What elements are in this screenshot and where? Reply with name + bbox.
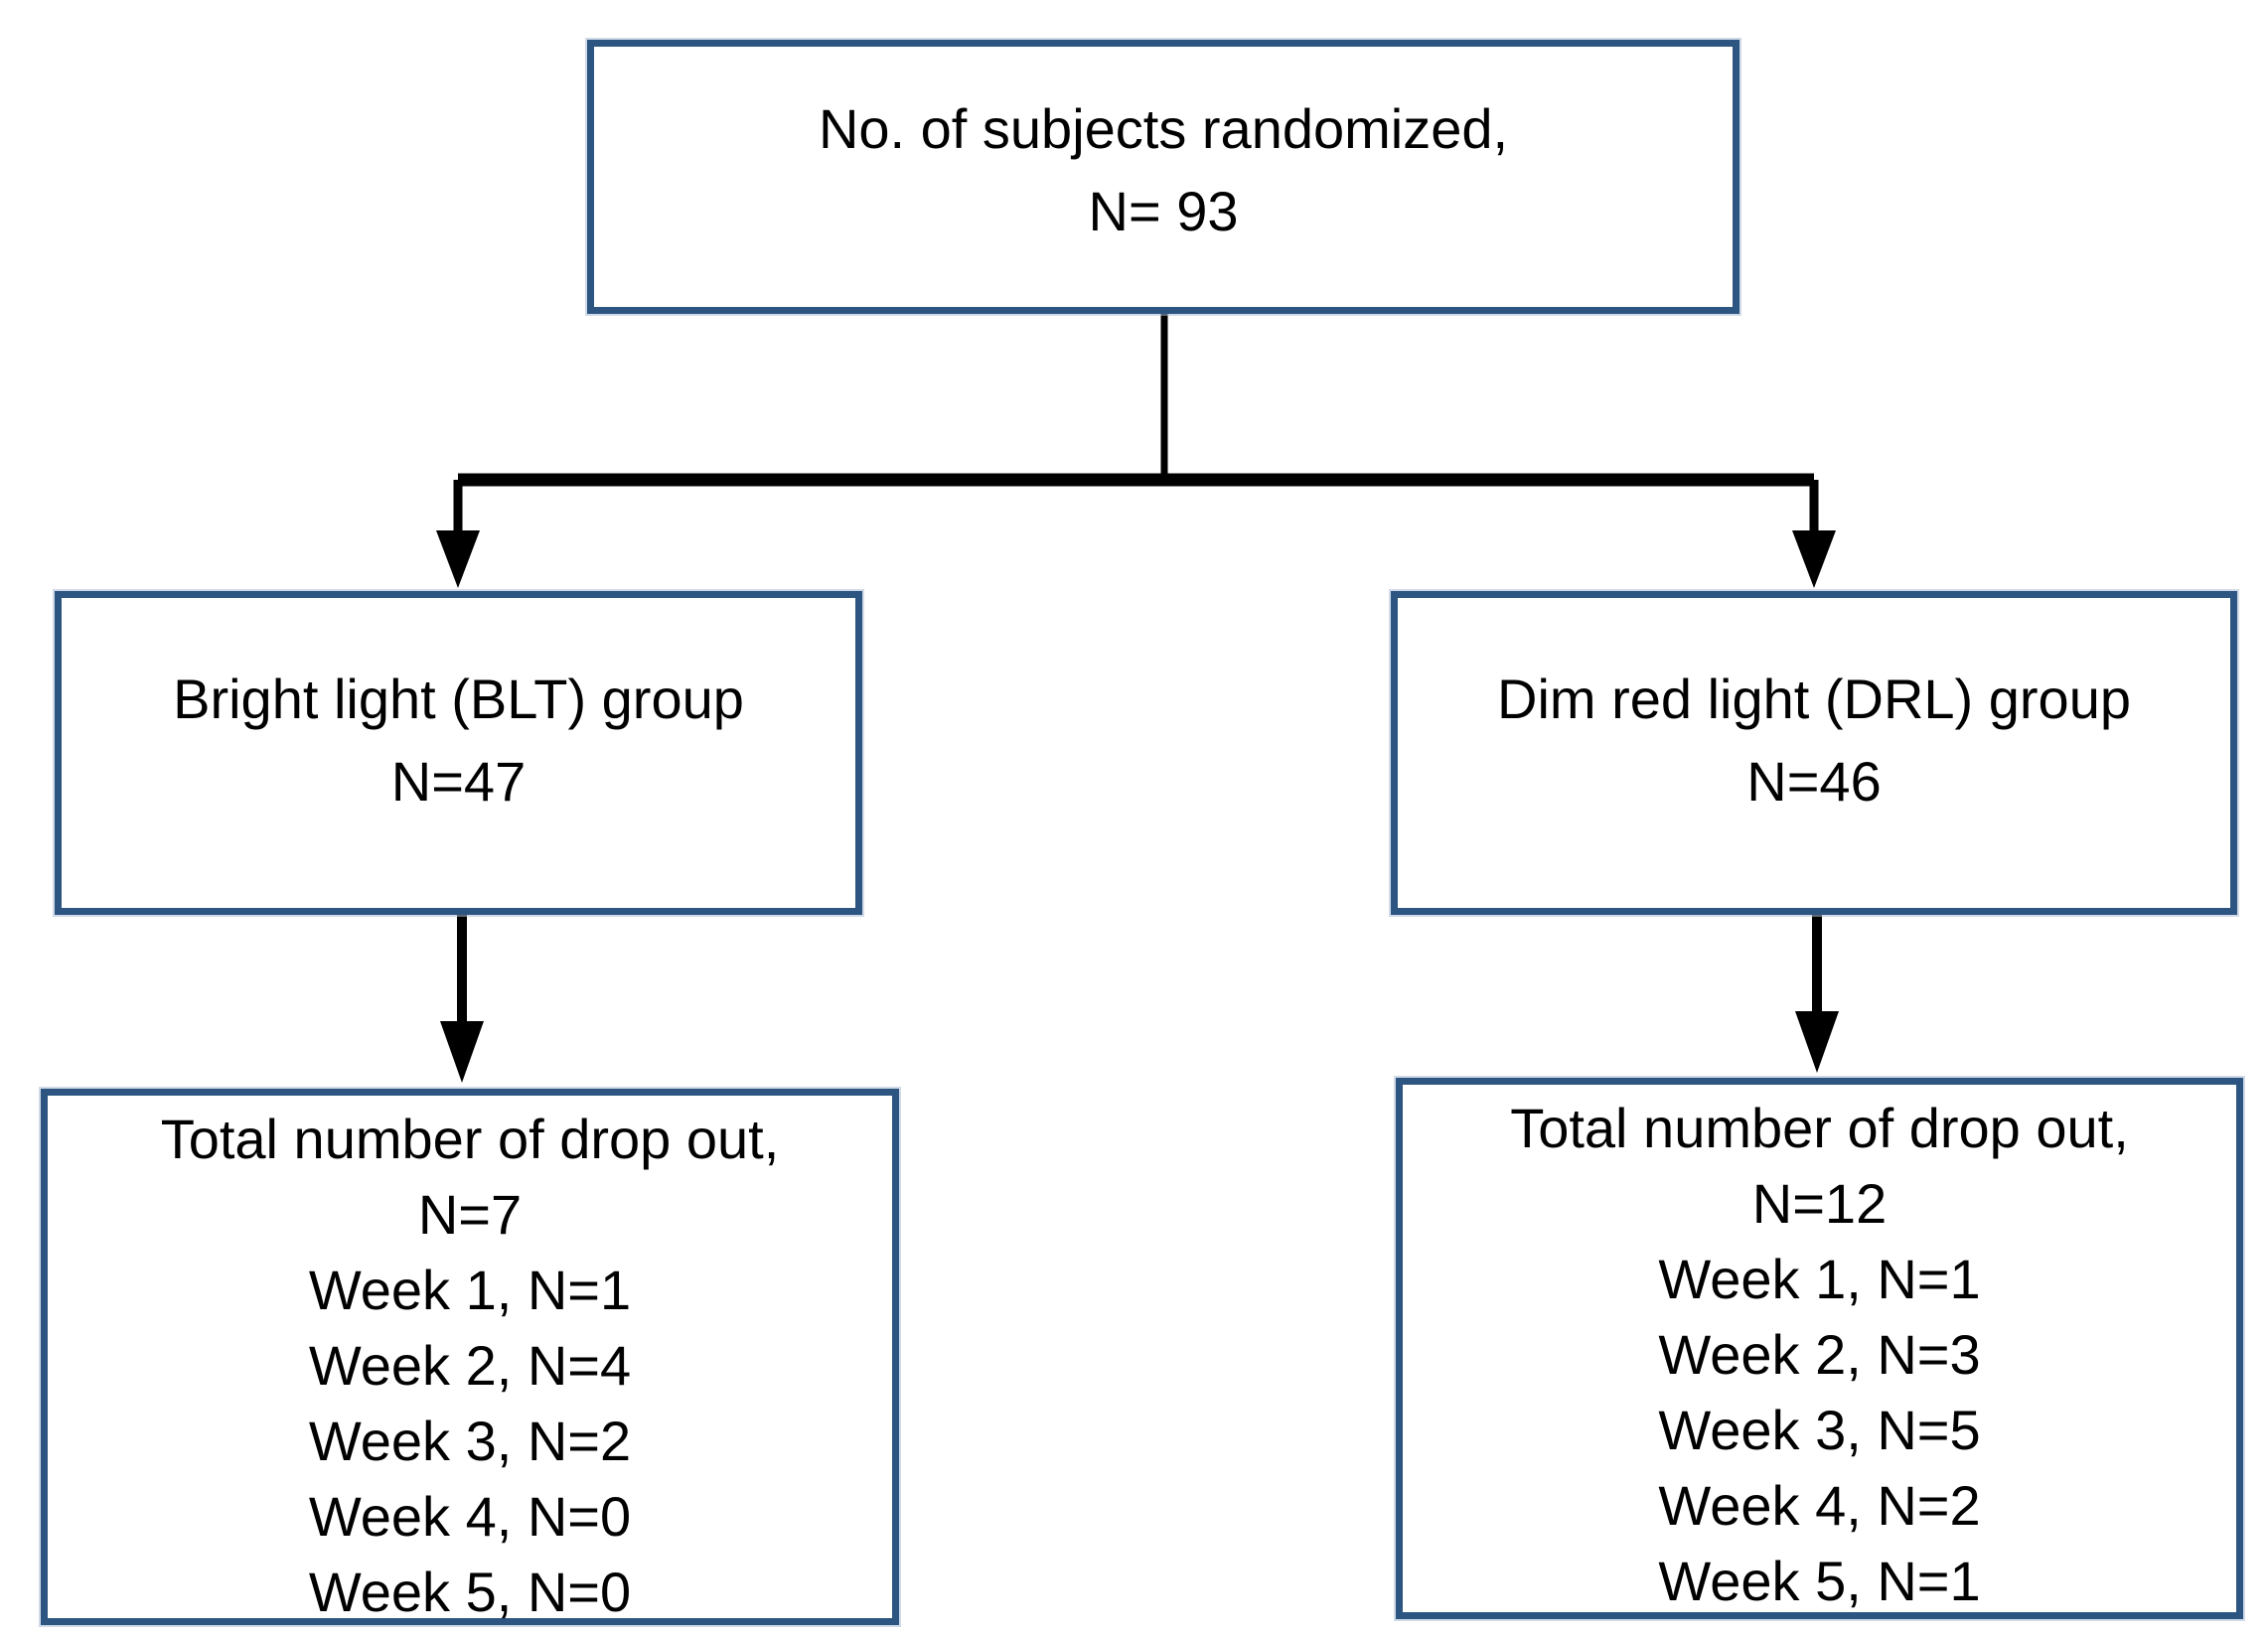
drl-group-box: Dim red light (DRL) group N=46 (1391, 591, 2237, 915)
blt-dropout-line: Week 2, N=4 (308, 1334, 632, 1397)
arrowhead-down-icon-drl (1792, 530, 1836, 588)
drl-dropout-line: Week 2, N=3 (1658, 1323, 1981, 1386)
blt-group-box-title: Bright light (BLT) group (173, 668, 744, 730)
blt-group-box-n: N=47 (390, 750, 527, 813)
blt-dropout-line: N=7 (417, 1183, 523, 1246)
drl-group-box-n: N=46 (1746, 750, 1882, 813)
blt-dropout-line: Week 5, N=0 (308, 1561, 632, 1623)
blt-dropout-line: Week 4, N=0 (308, 1485, 632, 1548)
drl-dropout-line: Total number of drop out, (1510, 1097, 2129, 1159)
blt-dropout-line: Week 1, N=1 (308, 1259, 632, 1321)
arrow-blt-to-dropout (440, 915, 484, 1083)
blt-dropout-line: Week 3, N=2 (308, 1410, 632, 1472)
arrowhead-down-icon-blt-dropout (440, 1021, 484, 1083)
arrowhead-down-icon-drl-dropout (1795, 1011, 1839, 1073)
drl-dropout-line: Week 4, N=2 (1658, 1474, 1981, 1537)
blt-dropout-line: Total number of drop out, (160, 1108, 780, 1170)
drl-dropout-line: Week 5, N=1 (1658, 1550, 1981, 1612)
randomized-box: No. of subjects randomized, N= 93 (587, 40, 1739, 314)
drl-group-box-title: Dim red light (DRL) group (1497, 668, 2131, 730)
connector-randomized-to-groups (436, 314, 1836, 588)
drl-dropout-line: N=12 (1751, 1172, 1888, 1235)
arrowhead-down-icon-blt (436, 530, 480, 588)
drl-dropout-line: Week 1, N=1 (1658, 1248, 1981, 1310)
blt-dropout-box: Total number of drop out, N=7 Week 1, N=… (41, 1089, 899, 1625)
randomized-box-n: N= 93 (1088, 180, 1239, 242)
blt-group-box: Bright light (BLT) group N=47 (55, 591, 862, 915)
drl-dropout-line: Week 3, N=5 (1658, 1399, 1981, 1461)
randomized-box-title: No. of subjects randomized, (818, 97, 1509, 160)
arrow-drl-to-dropout (1795, 915, 1839, 1073)
drl-dropout-box: Total number of drop out, N=12 Week 1, N… (1396, 1078, 2243, 1619)
